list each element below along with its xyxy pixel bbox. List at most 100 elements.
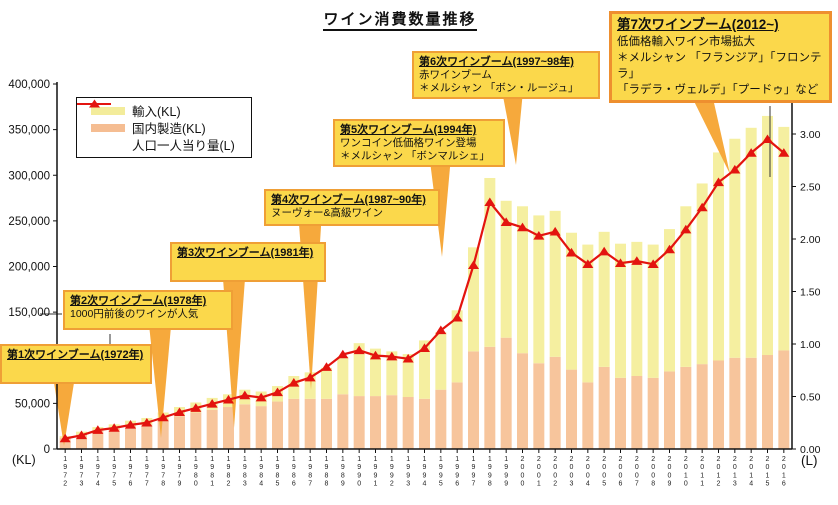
bar-domestic-1989	[337, 394, 349, 449]
bar-domestic-1982	[223, 407, 234, 449]
line-marker-2013	[729, 164, 741, 174]
bar-import-2013	[729, 138, 741, 358]
right-axis-label: 0.00	[800, 444, 821, 456]
bar-domestic-2003	[566, 369, 577, 449]
callout-boom-6: 第6次ワインブーム(1997~98年) 赤ワインブーム ＊メルシャン 「ボン・ル…	[412, 51, 600, 99]
line-marker-1999	[500, 217, 512, 226]
line-marker-2005	[598, 246, 610, 256]
bar-domestic-1976	[125, 426, 136, 449]
bar-domestic-2013	[729, 357, 741, 449]
line-marker-1996	[451, 312, 463, 322]
callout-body: ヌーヴォー&高級ワイン	[271, 207, 384, 219]
bar-import-1991	[370, 348, 381, 397]
bar-import-1998	[484, 177, 496, 347]
line-marker-1973	[76, 430, 87, 440]
bar-domestic-1983	[239, 404, 251, 449]
bar-domestic-1979	[174, 416, 185, 449]
bar-domestic-2005	[598, 366, 610, 449]
line-marker-2008	[647, 259, 659, 268]
line-marker-1981	[206, 399, 218, 408]
bar-domestic-2016	[778, 350, 790, 449]
callout-boom-4: 第4次ワインブーム(1987~90年) ヌーヴォー&高級ワイン	[264, 189, 440, 226]
right-axis-label: 0.50	[800, 392, 821, 404]
bar-import-2008	[647, 244, 659, 378]
line-marker-1984	[255, 392, 267, 402]
bar-import-2012	[713, 152, 724, 361]
bar-import-1997	[468, 247, 479, 352]
right-axis-label: 2.00	[800, 234, 821, 246]
callout-body: ＊メルシャン 「フランジア」「フロンテラ」	[617, 52, 822, 80]
bar-import-2014	[745, 127, 757, 358]
bar-domestic-1994	[419, 398, 430, 449]
left-axis-unit: (KL)	[12, 453, 36, 467]
callout-body: 「ラデラ・ヴェルデ」「プードゥ」など	[617, 84, 819, 96]
left-axis-label: 300,000	[8, 170, 50, 182]
bar-domestic-2002	[549, 356, 561, 449]
bar-import-2004	[582, 244, 594, 383]
bar-domestic-1990	[353, 396, 365, 449]
callout-pointer	[52, 370, 76, 446]
bar-domestic-1991	[370, 396, 381, 449]
bar-import-2006	[615, 243, 626, 378]
left-axis-label: 250,000	[8, 216, 50, 228]
legend-item-percapita: 人口一人当り量(L)	[77, 99, 251, 153]
bar-import-2016	[778, 126, 790, 351]
callout-body: ワンコイン低価格ワイン登場	[340, 137, 477, 149]
bar-domestic-1992	[386, 395, 398, 449]
callout-boom-1: 第1次ワインブーム(1972年)	[0, 344, 152, 384]
line-marker-1972	[59, 433, 71, 443]
bar-domestic-2001	[533, 363, 545, 449]
bar-domestic-1980	[190, 412, 202, 449]
left-axis-label: 50,000	[15, 398, 50, 410]
bar-domestic-1975	[108, 428, 120, 449]
line-marker-2014	[745, 148, 757, 157]
bar-import-2005	[598, 231, 610, 367]
bar-domestic-2014	[745, 357, 757, 449]
callout-boom-2: 第2次ワインブーム(1978年) 1000円前後のワインが人気	[63, 290, 233, 330]
line-marker-1976	[125, 420, 136, 429]
bar-import-1996	[451, 310, 463, 383]
bar-domestic-1972	[59, 438, 71, 449]
callout-body: ＊メルシャン 「ボンマルシェ」	[340, 150, 490, 162]
line-marker-1987	[304, 372, 316, 382]
bar-domestic-1995	[435, 389, 447, 449]
legend-item-import: 輸入(KL)	[91, 103, 251, 119]
bar-domestic-2007	[631, 376, 643, 449]
bar-import-2001	[533, 215, 545, 364]
bar-domestic-2011	[696, 364, 708, 449]
line-marker-1995	[435, 325, 447, 335]
line-marker-1974	[92, 425, 104, 434]
bar-domestic-2015	[762, 355, 773, 449]
line-marker-2015	[762, 134, 773, 144]
right-axis-unit: (L)	[801, 453, 818, 468]
callout-pointer	[148, 315, 172, 438]
right-axis-label: 3.00	[800, 129, 821, 141]
line-marker-2012	[713, 177, 724, 187]
line-marker-1989	[337, 349, 349, 359]
line-marker-2009	[664, 244, 675, 254]
callout-boom-5: 第5次ワインブーム(1994年) ワンコイン低価格ワイン登場 ＊メルシャン 「ボ…	[333, 119, 505, 167]
bar-domestic-1987	[304, 398, 316, 449]
bar-import-2003	[566, 232, 577, 370]
